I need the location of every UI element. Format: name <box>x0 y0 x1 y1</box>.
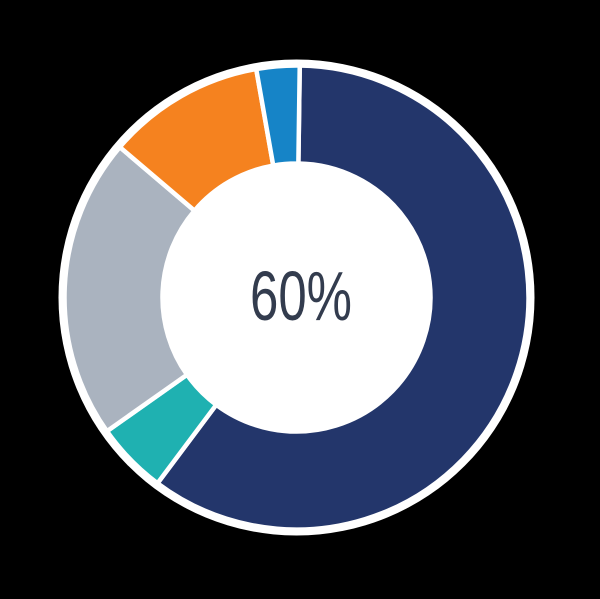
donut-center-label: 60% <box>250 257 352 335</box>
donut-center-hole <box>162 163 431 432</box>
